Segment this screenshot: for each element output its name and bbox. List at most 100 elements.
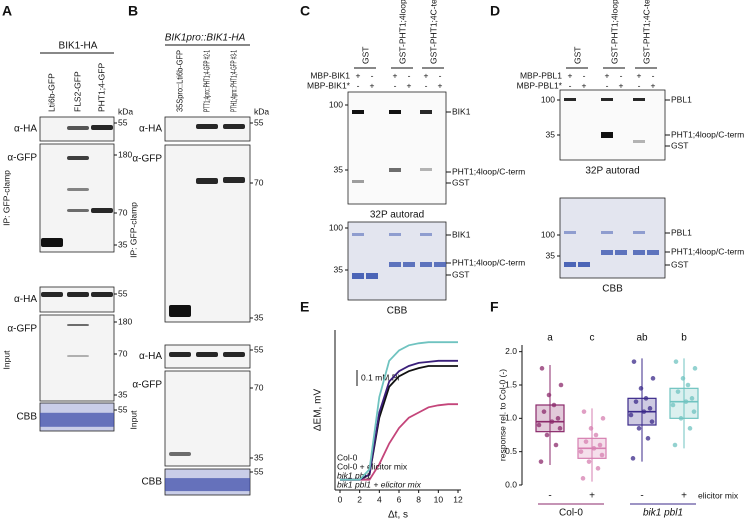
construct-label: GST-PHT1;4C-term bbox=[641, 0, 651, 64]
band-label: PHT1;4loop/C-term bbox=[671, 246, 744, 256]
band bbox=[564, 98, 576, 101]
data-point bbox=[689, 396, 695, 401]
data-point bbox=[683, 399, 689, 404]
significance-letter: ab bbox=[636, 333, 648, 344]
sign: + bbox=[681, 491, 687, 502]
blot-header: BIK1-HA bbox=[59, 41, 98, 52]
band bbox=[196, 352, 218, 357]
band-label: BIK1 bbox=[452, 106, 471, 116]
data-point bbox=[539, 366, 545, 371]
marker-label: 35 bbox=[546, 129, 556, 139]
sign: + bbox=[438, 80, 443, 90]
band bbox=[169, 452, 191, 456]
band bbox=[633, 250, 645, 255]
data-point bbox=[649, 419, 655, 424]
x-tick-label: 2 bbox=[357, 494, 362, 504]
lane-label: PTH1;4pro::PHT1;4-GFP #3-1 bbox=[228, 50, 238, 112]
marker-label: 55 bbox=[254, 466, 264, 476]
marker-label: 35 bbox=[334, 264, 344, 274]
significance-letter: c bbox=[590, 333, 595, 344]
blot bbox=[39, 314, 115, 402]
lane-label: Lti6b-GFP bbox=[46, 73, 56, 112]
band bbox=[91, 125, 113, 130]
marker-label: 70 bbox=[254, 382, 264, 392]
band bbox=[420, 262, 432, 267]
band bbox=[633, 98, 645, 101]
y-tick-label: 0.5 bbox=[505, 446, 517, 456]
blot bbox=[39, 286, 115, 313]
band bbox=[601, 250, 613, 255]
band-label: PBL1 bbox=[671, 227, 692, 237]
lane-label: 35Spro::Lti6b-GFP bbox=[174, 50, 184, 112]
data-point bbox=[536, 422, 542, 428]
sign: + bbox=[356, 70, 361, 80]
sign: + bbox=[393, 70, 398, 80]
data-point bbox=[546, 392, 552, 398]
gel bbox=[347, 91, 447, 205]
data-point bbox=[692, 366, 698, 371]
data-point bbox=[670, 402, 676, 408]
sign: + bbox=[637, 70, 642, 80]
x-tick-label: 0 bbox=[338, 494, 343, 504]
band bbox=[41, 292, 63, 297]
marker-label: 35 bbox=[254, 312, 264, 322]
data-point bbox=[597, 442, 603, 448]
marker-label: 35 bbox=[118, 389, 128, 399]
band-label: PHT1;4loop/C-term bbox=[452, 166, 525, 176]
band bbox=[41, 238, 63, 247]
band bbox=[91, 208, 113, 213]
sign: - bbox=[638, 80, 641, 90]
band bbox=[67, 126, 89, 130]
band bbox=[169, 352, 191, 357]
data-point bbox=[580, 476, 586, 481]
band bbox=[389, 168, 401, 172]
antibody-label: CBB bbox=[141, 477, 162, 488]
lane-label: PHT1;4-GFP bbox=[96, 63, 106, 112]
sign: - bbox=[408, 70, 411, 80]
sign: - bbox=[620, 70, 623, 80]
marker-label: 55 bbox=[118, 288, 128, 298]
data-point bbox=[555, 416, 561, 421]
band-label: PHT1;4loop/C-term bbox=[452, 257, 525, 267]
blot bbox=[164, 144, 251, 323]
gel-caption: 32P autorad bbox=[370, 210, 424, 221]
band bbox=[169, 305, 191, 317]
row-label: MBP-BIK1* bbox=[307, 80, 351, 90]
band bbox=[366, 273, 378, 279]
construct-label: GST bbox=[572, 47, 582, 64]
band bbox=[615, 250, 627, 255]
band bbox=[389, 110, 401, 114]
band bbox=[223, 124, 245, 129]
data-point bbox=[600, 416, 606, 421]
x-tick-label: 12 bbox=[453, 494, 463, 504]
panel-label: C bbox=[300, 3, 310, 19]
sign: - bbox=[548, 491, 551, 502]
band-label: GST bbox=[452, 177, 469, 187]
antibody-label: CBB bbox=[16, 412, 37, 423]
construct-label: GST-PHT1;4loop bbox=[609, 0, 619, 64]
row-label: MBP-BIK1 bbox=[310, 70, 350, 80]
sign: - bbox=[640, 491, 643, 502]
x-tick-label: 6 bbox=[397, 494, 402, 504]
data-point bbox=[636, 426, 642, 431]
data-point bbox=[544, 432, 550, 438]
construct-label: GST-PHT1;4C-term bbox=[428, 0, 438, 64]
genotype-label: bik1 pbl1 bbox=[643, 508, 683, 519]
band bbox=[67, 209, 89, 212]
marker-label: 100 bbox=[329, 222, 343, 232]
band-label: BIK1 bbox=[452, 229, 471, 239]
marker-label: 35 bbox=[546, 250, 556, 260]
data-point bbox=[678, 416, 684, 421]
row-label: MBP-PBL1* bbox=[517, 80, 563, 90]
marker-label: 55 bbox=[118, 404, 128, 414]
legend-label: elicitor mix bbox=[698, 490, 739, 500]
data-point bbox=[672, 442, 678, 448]
band bbox=[223, 177, 245, 183]
legend-entry: Col-0 bbox=[337, 452, 358, 462]
gel-caption: 32P autorad bbox=[585, 166, 639, 177]
marker-label: 100 bbox=[541, 94, 555, 104]
antibody-label: α-GFP bbox=[132, 154, 162, 165]
band bbox=[420, 110, 432, 114]
band bbox=[196, 178, 218, 184]
input-label: Input bbox=[128, 410, 138, 430]
